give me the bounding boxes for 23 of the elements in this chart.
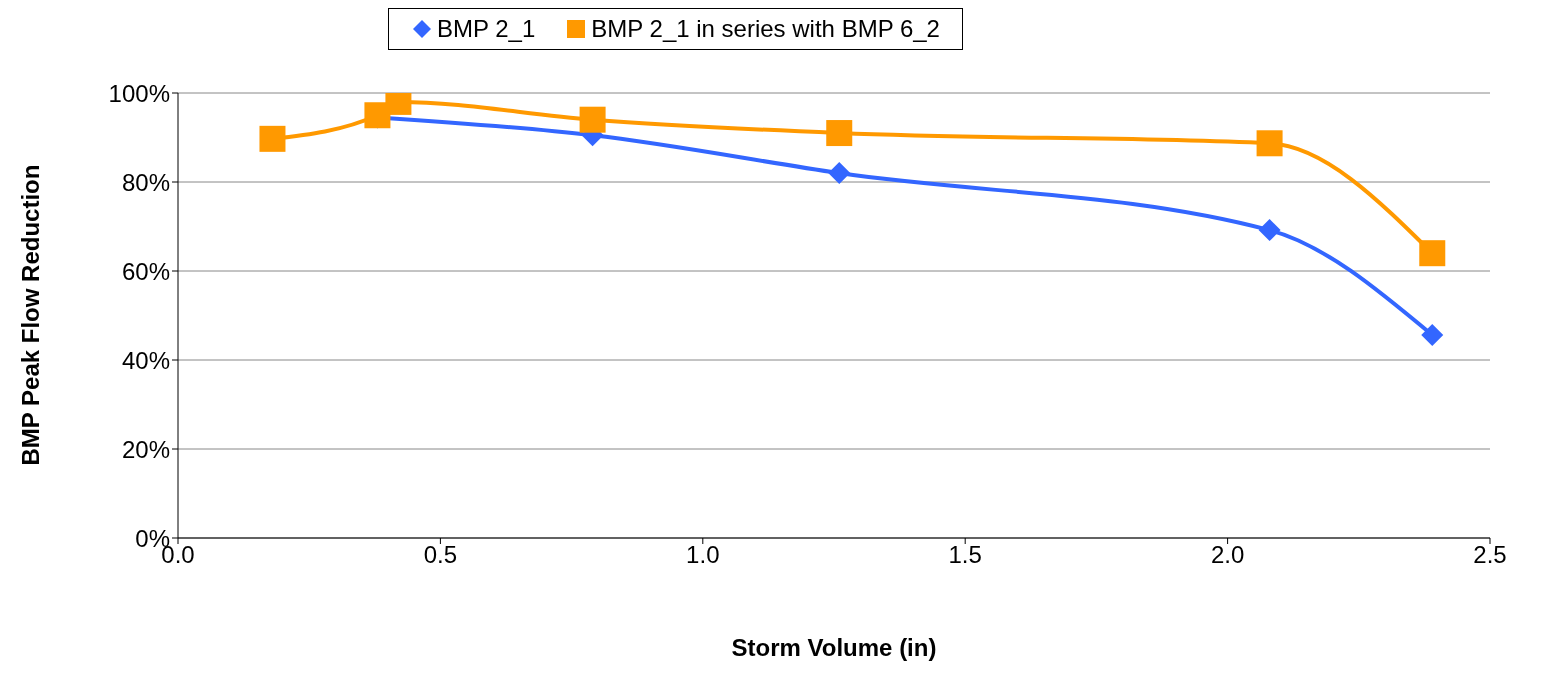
x-tick-label: 1.0 bbox=[686, 541, 720, 569]
point bbox=[1421, 324, 1444, 347]
point bbox=[1256, 130, 1283, 157]
point bbox=[828, 162, 851, 185]
x-tick-label: 0.5 bbox=[423, 541, 458, 569]
point bbox=[1258, 219, 1281, 242]
point bbox=[259, 125, 286, 152]
point bbox=[364, 102, 391, 129]
y-axis-title: BMP Peak Flow Reduction bbox=[16, 164, 44, 466]
point bbox=[826, 120, 853, 147]
y-tick-label: 40% bbox=[121, 346, 170, 374]
legend-label: BMP 2_1 bbox=[437, 15, 536, 43]
point bbox=[1419, 240, 1446, 267]
point bbox=[579, 106, 606, 133]
x-axis-title: Storm Volume (in) bbox=[731, 634, 937, 661]
y-tick-label: 80% bbox=[121, 168, 170, 196]
y-tick-label: 100% bbox=[108, 79, 170, 107]
y-tick-label: 20% bbox=[121, 435, 170, 463]
x-tick-label: 2.5 bbox=[1473, 541, 1507, 569]
legend-label: BMP 2_1 in series with BMP 6_2 bbox=[591, 15, 940, 43]
x-tick-label: 2.0 bbox=[1210, 541, 1245, 569]
x-tick-label: 1.5 bbox=[948, 541, 982, 569]
y-tick-label: 60% bbox=[121, 257, 170, 285]
